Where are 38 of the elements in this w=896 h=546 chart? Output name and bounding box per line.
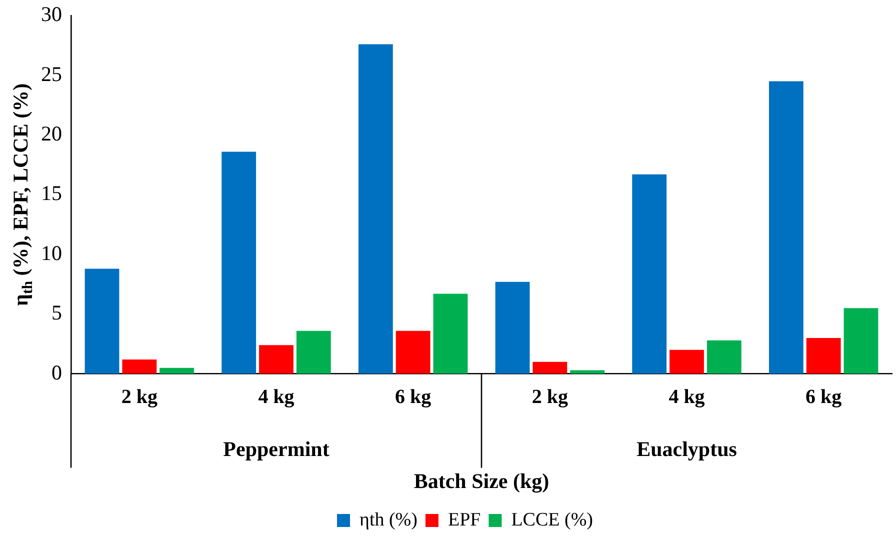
legend-label: EPF: [448, 509, 481, 530]
y-axis-title: ηth (%), EPF, LCCE (%): [8, 83, 36, 306]
text: Peppermint: [223, 437, 330, 462]
bar: [396, 330, 430, 374]
y-tick-label: 15: [41, 181, 62, 206]
bar: [706, 340, 742, 374]
y-tick-label: 20: [41, 122, 62, 146]
bar: [844, 308, 878, 374]
legend-label: ηth (%): [360, 509, 418, 530]
legend-label: LCCE (%): [511, 509, 593, 530]
bar: [806, 338, 841, 374]
text: Euaclyptus: [636, 437, 737, 462]
bar: [532, 362, 568, 374]
bar: [358, 44, 393, 374]
x-tick-label: 2 kg: [121, 386, 158, 408]
x-tick-label: 6 kg: [806, 386, 842, 408]
y-tick-label: 10: [41, 240, 62, 265]
y-tick-label: 5: [52, 300, 62, 325]
x-tick-label: 4 kg: [668, 386, 705, 408]
bar: [259, 345, 294, 374]
bar: [222, 152, 256, 374]
bar: [296, 330, 331, 374]
x-tick-label: 4 kg: [258, 386, 294, 408]
y-tick-label: 0: [52, 360, 62, 384]
bar: [670, 350, 704, 374]
y-tick-label: 25: [41, 62, 62, 86]
bar: [433, 294, 468, 374]
bar: [122, 359, 157, 374]
bar: [632, 174, 667, 374]
x-tick-label: 6 kg: [395, 386, 432, 408]
bar: [495, 282, 530, 374]
y-tick-label: 30: [41, 2, 62, 26]
x-tick-label: 2 kg: [532, 386, 568, 408]
bar: [768, 81, 804, 374]
bar: [160, 368, 194, 374]
x-axis-title: Batch Size (kg): [414, 468, 550, 493]
bar: [84, 268, 120, 374]
bar: [570, 370, 605, 374]
